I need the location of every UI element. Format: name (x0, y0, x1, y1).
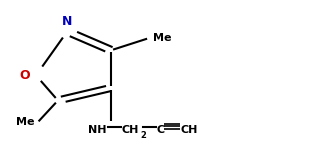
Text: CH: CH (181, 125, 198, 135)
Text: O: O (19, 69, 30, 82)
Text: NH: NH (88, 125, 106, 135)
Text: C: C (156, 125, 165, 135)
Text: 2: 2 (140, 131, 146, 140)
Text: Me: Me (16, 117, 34, 127)
Text: Me: Me (153, 33, 172, 43)
Text: CH: CH (121, 125, 139, 135)
Text: N: N (62, 15, 73, 28)
